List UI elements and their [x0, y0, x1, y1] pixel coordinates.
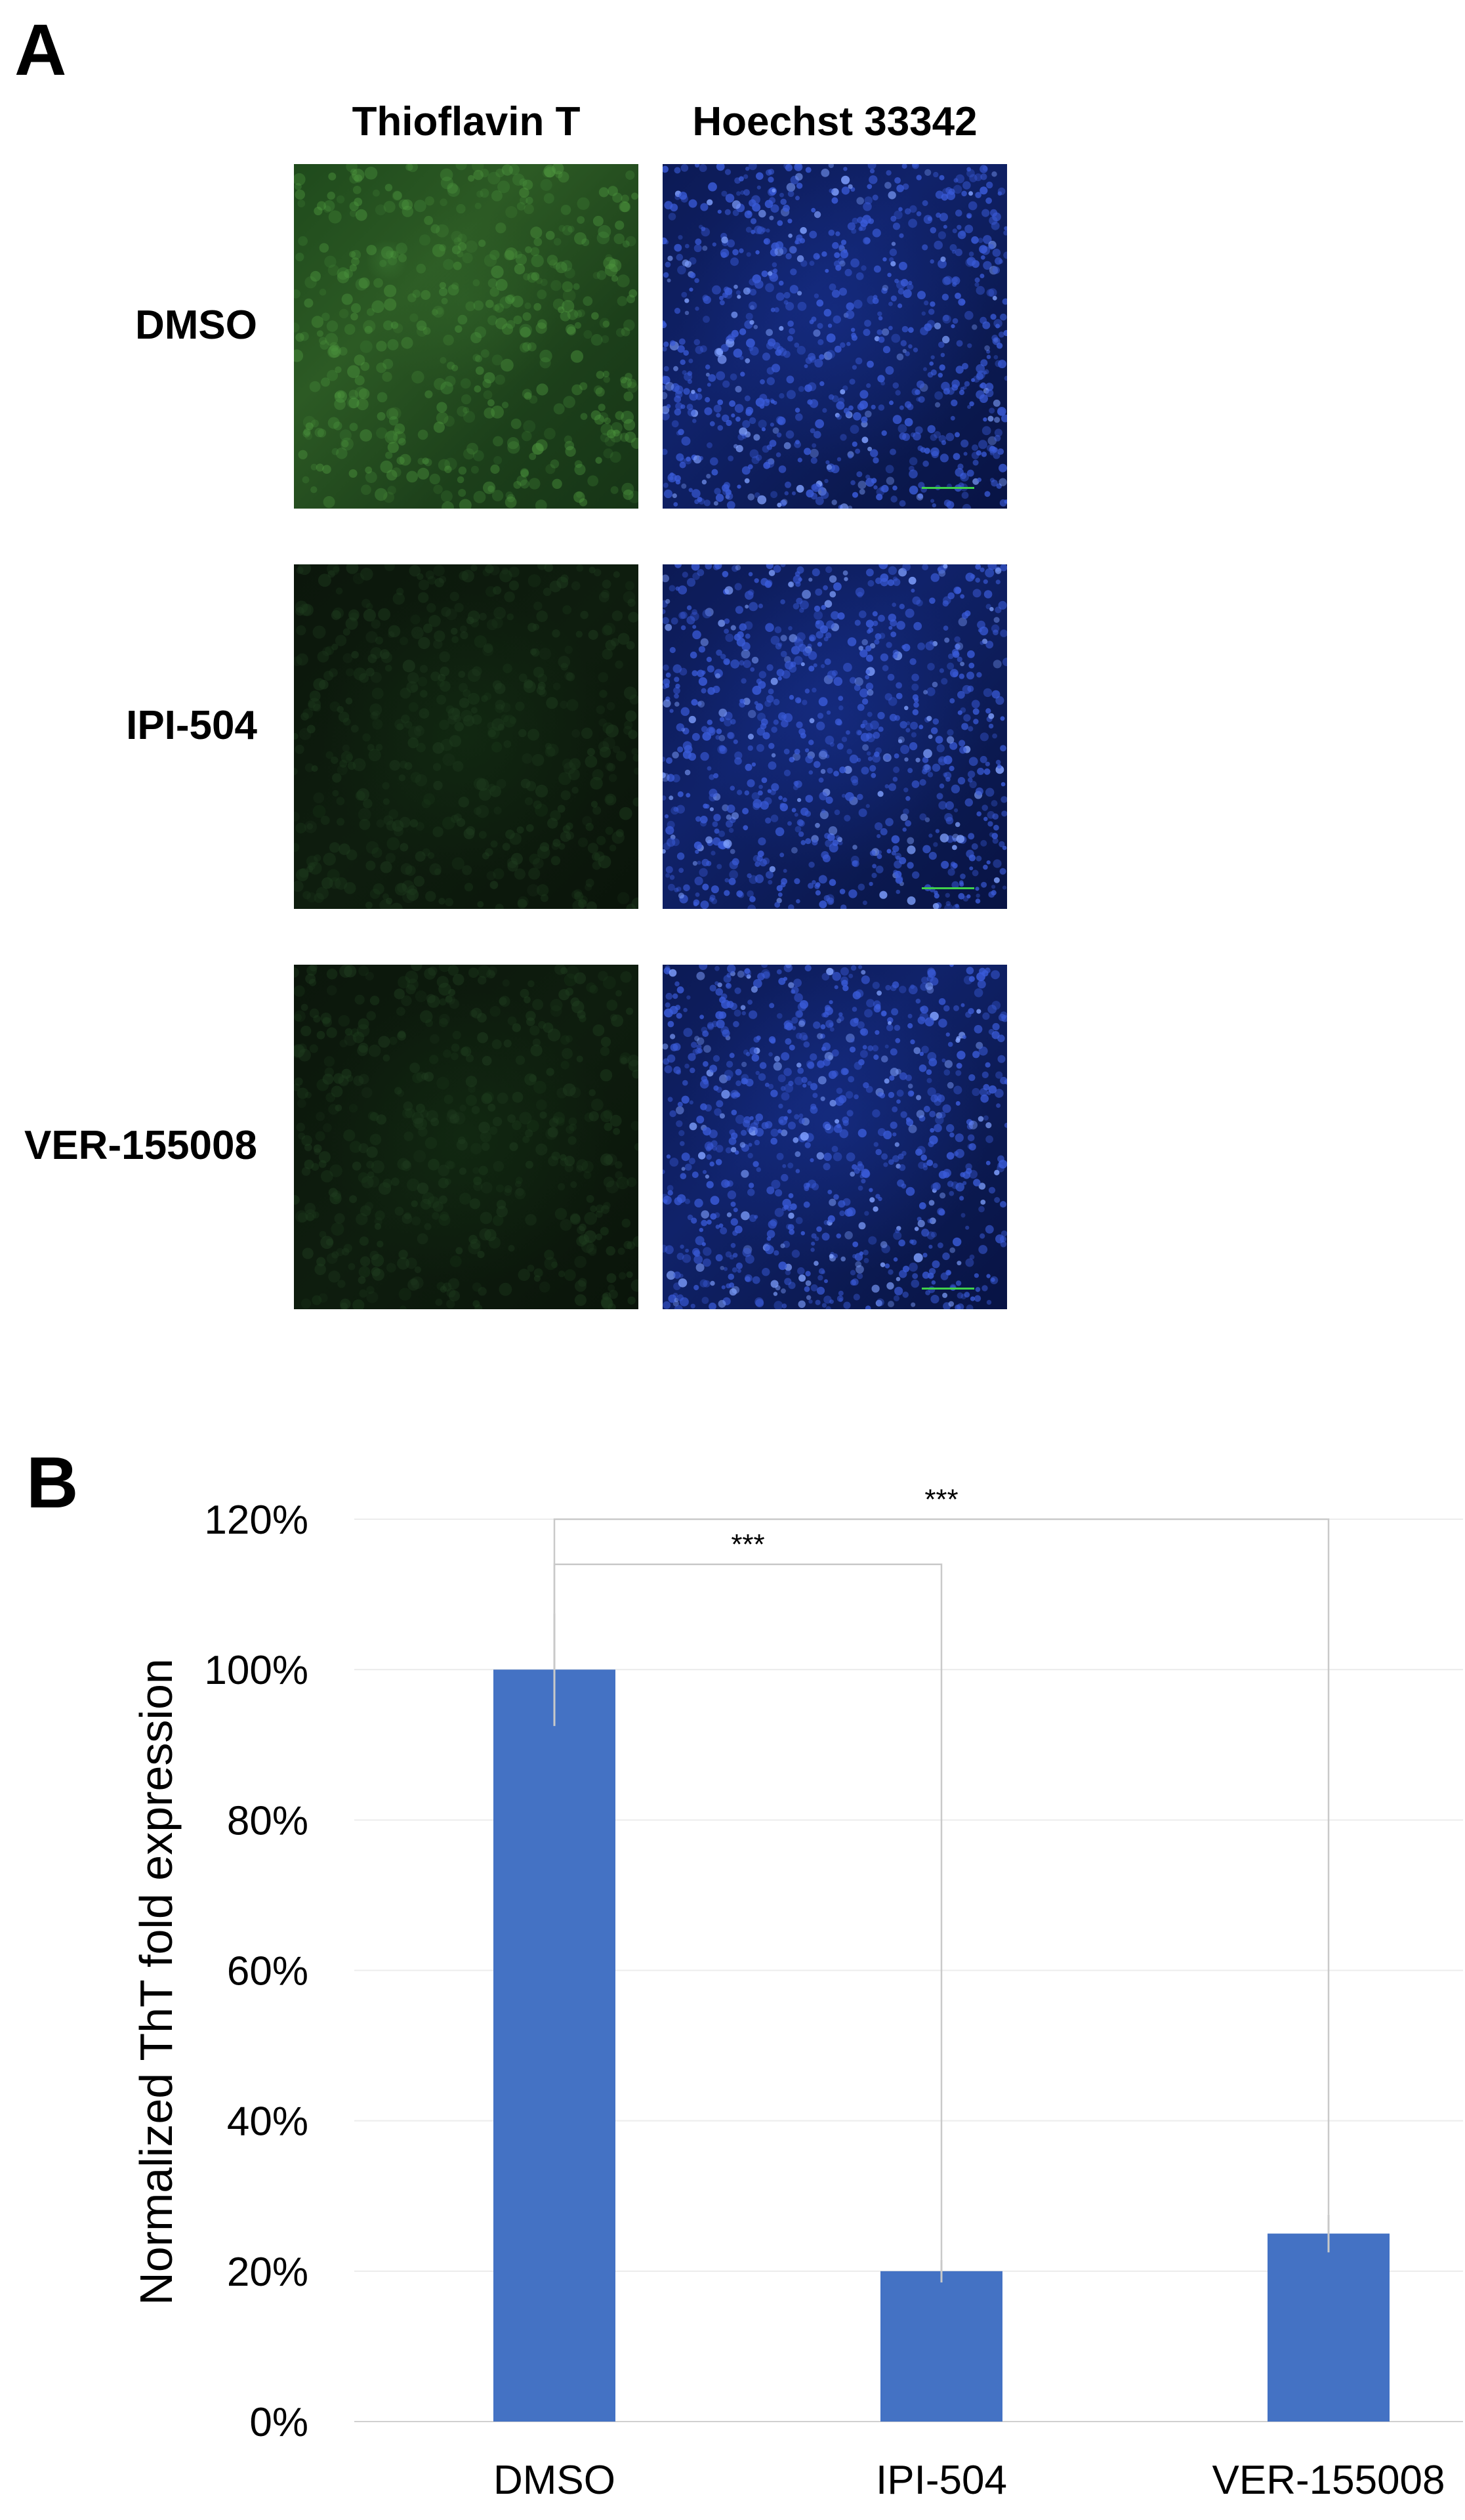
panel-b-letter: B: [26, 1442, 79, 1523]
micrograph-tht-ver-155008: [294, 965, 638, 1309]
bar-ver-155008: [1268, 2233, 1390, 2422]
column-header-hoechst-33342: Hoechst 33342: [692, 99, 978, 144]
bar-chart: *** *** 0% 20% 40% 60% 80% 100% 120% DMSO IPI-50…: [131, 1483, 1463, 2503]
row-label-ipi-504: IPI-504: [126, 703, 257, 748]
y-axis-label: Normalized ThT fold expression: [131, 1658, 182, 2305]
significance-bracket: [553, 1518, 1330, 2215]
micrograph-tht-ipi-504: [294, 564, 638, 909]
x-tick-label: VER-155008: [1212, 2458, 1445, 2503]
x-tick-label: DMSO: [493, 2458, 615, 2503]
significance-label: ***: [731, 1528, 764, 1561]
y-tick-label: 0%: [249, 2400, 308, 2445]
panel-a-letter: A: [14, 10, 67, 91]
y-tick-label: 80%: [227, 1798, 308, 1843]
scale-bar: [922, 487, 974, 489]
y-tick-label: 60%: [227, 1949, 308, 1994]
row-label-dmso: DMSO: [135, 303, 257, 348]
y-tick-label: 20%: [227, 2250, 308, 2295]
bar-ipi-504: [880, 2271, 1002, 2422]
row-label-ver-155008: VER-155008: [24, 1123, 257, 1168]
micrograph-hoechst-dmso: [663, 164, 1007, 509]
scale-bar: [922, 887, 974, 889]
bar-dmso: [493, 1670, 615, 2422]
y-tick-label: 40%: [227, 2099, 308, 2145]
scale-bar: [922, 1288, 974, 1290]
column-header-thioflavin-t: Thioflavin T: [352, 99, 581, 144]
micrograph-hoechst-ver-155008: [663, 965, 1007, 1309]
y-tick-label: 120%: [204, 1498, 308, 1543]
significance-label: ***: [924, 1483, 958, 1515]
y-tick-label: 100%: [204, 1648, 308, 1693]
x-tick-label: IPI-504: [876, 2458, 1007, 2503]
micrograph-tht-dmso: [294, 164, 638, 509]
micrograph-hoechst-ipi-504: [663, 564, 1007, 909]
